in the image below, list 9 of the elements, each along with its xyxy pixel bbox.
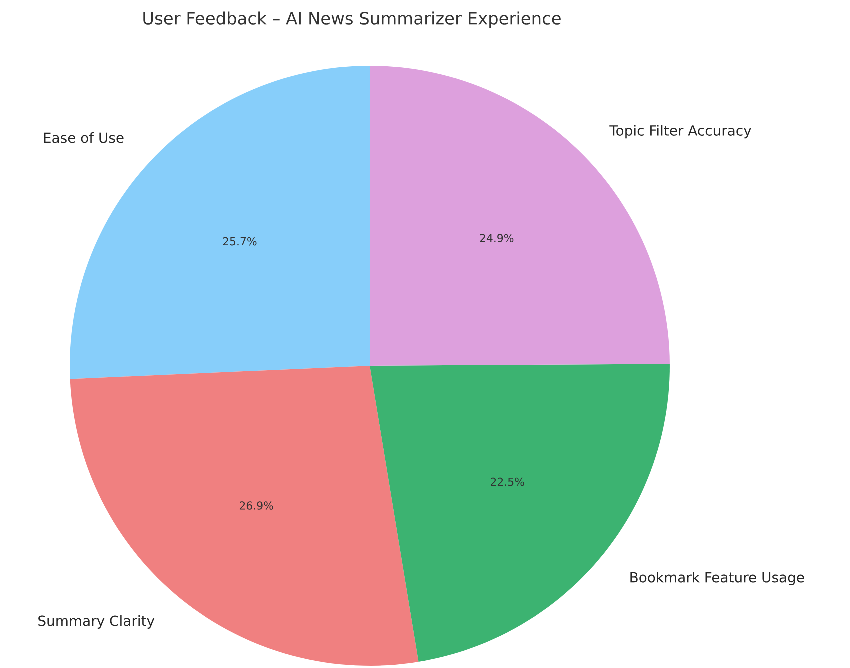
data-label: 22.5% [491,478,524,486]
slice-label: Ease of Use [44,132,124,144]
chart-title: User Feedback – AI News Summarizer Experience [144,12,561,28]
data-label: 26.9% [240,502,274,510]
slice-label: Topic Filter Accuracy [610,125,752,139]
data-label: 24.9% [480,234,514,242]
slice-label: Bookmark Feature Usage [630,572,804,586]
data-label: 25.7% [223,237,257,246]
slice-label: Summary Clarity [38,615,155,629]
